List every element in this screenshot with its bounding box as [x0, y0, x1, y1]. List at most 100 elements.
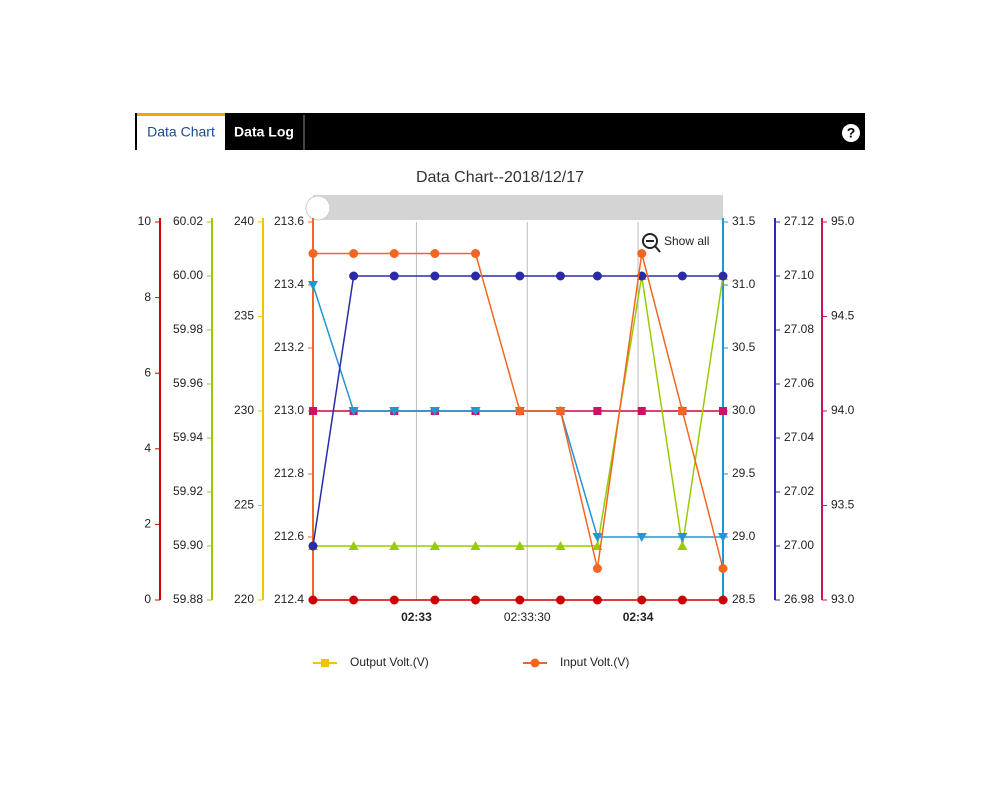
y-tick-label: 31.5: [732, 214, 756, 228]
y-tick-label: 27.02: [784, 484, 814, 498]
point: [389, 595, 399, 605]
scrollbar[interactable]: [313, 195, 723, 220]
point: [637, 249, 647, 258]
point: [555, 406, 565, 416]
point: [718, 564, 728, 573]
point: [637, 407, 646, 415]
y-tick-label: 29.0: [732, 529, 756, 543]
point: [592, 564, 602, 573]
tab-label[interactable]: Data Log: [234, 124, 294, 140]
point: [389, 541, 400, 550]
point: [515, 595, 525, 605]
point: [430, 271, 440, 281]
help-button[interactable]: [842, 124, 860, 142]
y-tick-label: 94.0: [831, 403, 855, 417]
zoom-icon[interactable]: [654, 245, 661, 253]
point: [555, 271, 565, 281]
point: [349, 271, 359, 281]
point: [637, 595, 647, 605]
x-tick-label: 02:33:30: [504, 610, 551, 624]
point: [592, 271, 602, 281]
y-tick-label: 28.5: [732, 592, 756, 606]
y-tick-label: 212.4: [274, 592, 304, 606]
point: [308, 595, 318, 605]
point: [389, 249, 399, 258]
point: [429, 407, 440, 416]
zoom-icon[interactable]: [642, 233, 658, 249]
y-tick-label: 0: [144, 592, 151, 606]
point: [389, 407, 400, 416]
point: [471, 249, 481, 258]
point: [308, 249, 318, 258]
y-tick-label: 220: [234, 592, 254, 606]
y-tick-label: 213.0: [274, 403, 304, 417]
scroll-handle[interactable]: [305, 195, 331, 221]
y-tick-label: 212.6: [274, 529, 304, 543]
y-tick-label: 59.92: [173, 484, 203, 498]
point: [677, 533, 688, 542]
point: [555, 541, 566, 550]
x-tick-label: 02:34: [623, 610, 654, 624]
tab-bar: [135, 113, 865, 150]
point: [349, 595, 359, 605]
point: [515, 271, 525, 281]
y-tick-label: 27.08: [784, 322, 814, 336]
y-tick-label: 60.00: [173, 268, 203, 282]
y-tick-label: 60.02: [173, 214, 203, 228]
y-tick-label: 6: [144, 365, 151, 379]
y-tick-label: 4: [144, 441, 151, 455]
y-tick-label: 213.6: [274, 214, 304, 228]
y-tick-label: 59.88: [173, 592, 203, 606]
point: [471, 595, 481, 605]
point: [593, 407, 602, 415]
show-all-button[interactable]: Show all: [664, 234, 709, 248]
y-tick-label: 94.5: [831, 309, 855, 323]
point: [309, 407, 317, 415]
point: [677, 406, 687, 416]
y-tick-label: 212.8: [274, 466, 304, 480]
point: [592, 595, 602, 605]
point: [718, 533, 728, 542]
y-tick-label: 59.90: [173, 538, 203, 552]
help-icon[interactable]: ?: [847, 125, 856, 141]
y-tick-label: 27.06: [784, 376, 814, 390]
point: [592, 533, 603, 542]
point: [389, 271, 399, 281]
chart-title: Data Chart--2018/12/17: [416, 169, 584, 186]
point: [429, 541, 440, 550]
point: [470, 541, 481, 550]
legend-marker: [321, 659, 329, 667]
y-tick-label: 27.10: [784, 268, 814, 282]
legend-marker: [530, 658, 540, 668]
y-tick-label: 26.98: [784, 592, 814, 606]
point: [677, 595, 687, 605]
point: [515, 406, 525, 416]
point: [636, 533, 647, 542]
tab-label[interactable]: Data Chart: [147, 124, 215, 140]
y-tick-label: 225: [234, 498, 254, 512]
point: [430, 595, 440, 605]
y-tick-label: 59.96: [173, 376, 203, 390]
point: [348, 541, 359, 550]
point: [470, 407, 481, 416]
y-tick-label: 93.5: [831, 498, 855, 512]
y-tick-label: 27.00: [784, 538, 814, 552]
y-tick-label: 27.12: [784, 214, 814, 228]
y-tick-label: 213.2: [274, 340, 304, 354]
y-tick-label: 30.5: [732, 340, 756, 354]
y-tick-label: 230: [234, 403, 254, 417]
point: [349, 249, 359, 258]
point: [308, 541, 318, 551]
point: [677, 541, 688, 550]
point: [471, 271, 481, 281]
point: [719, 407, 727, 415]
y-tick-label: 95.0: [831, 214, 855, 228]
tab-active[interactable]: [137, 115, 225, 150]
x-tick-label: 02:33: [401, 610, 432, 624]
legend-label: Output Volt.(V): [350, 655, 429, 669]
point: [718, 271, 728, 281]
point: [555, 595, 565, 605]
y-tick-label: 30.0: [732, 403, 756, 417]
point: [718, 595, 728, 605]
